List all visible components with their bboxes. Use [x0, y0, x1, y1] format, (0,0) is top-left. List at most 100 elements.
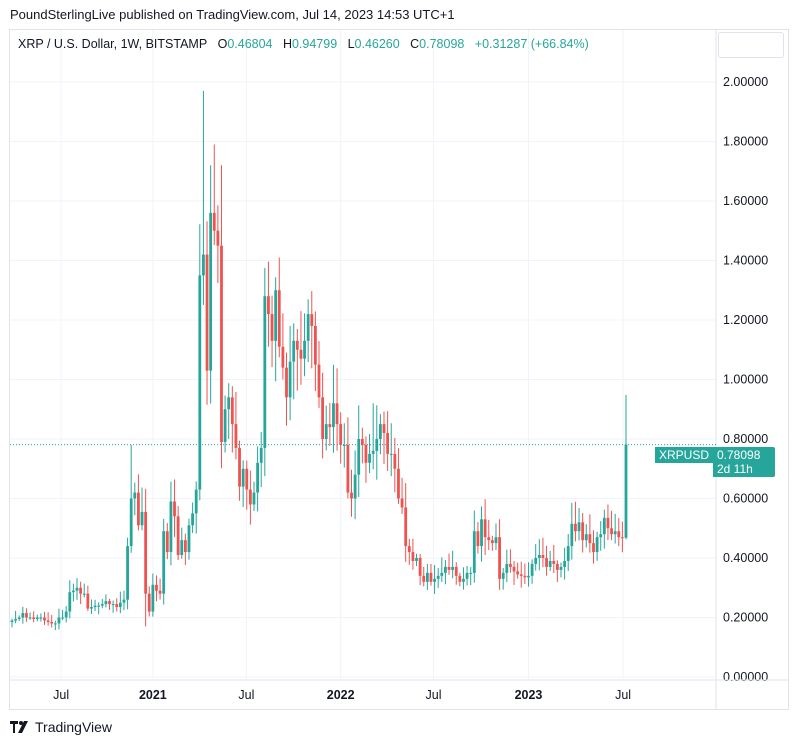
candle-body	[162, 531, 166, 594]
bar-countdown: 2d 11h	[717, 462, 753, 476]
candle	[483, 499, 487, 555]
candle-body	[595, 537, 599, 553]
candle-body	[14, 618, 18, 621]
candle	[75, 578, 79, 600]
candle	[118, 591, 122, 614]
candle-body	[440, 572, 444, 576]
candle-body	[599, 534, 603, 538]
candle	[353, 450, 357, 520]
candle-body	[444, 566, 447, 573]
price-tick-label: 0.00000	[723, 670, 768, 684]
candle-body	[46, 620, 50, 622]
candle-body	[198, 275, 202, 490]
candle	[592, 530, 595, 564]
candle	[126, 537, 129, 610]
candle-body	[559, 566, 563, 570]
candle-body	[617, 531, 621, 538]
candle-body	[122, 599, 126, 603]
candle-body	[447, 566, 451, 570]
candle	[574, 501, 577, 542]
candle	[158, 578, 162, 600]
candle-body	[285, 367, 288, 398]
time-tick-label: Jul	[238, 688, 254, 702]
candle-body	[313, 325, 317, 365]
symbol-title: XRP / U.S. Dollar, 1W, BITSTAMP	[18, 37, 208, 51]
candle	[285, 352, 288, 426]
tradingview-logo-icon	[10, 721, 28, 733]
candle-body	[602, 517, 606, 535]
candle	[545, 545, 548, 576]
low-label: L	[347, 37, 355, 51]
candle-body	[530, 563, 534, 576]
candle	[393, 437, 397, 493]
candle-body	[462, 578, 465, 582]
candle-body	[545, 558, 548, 567]
candle	[256, 446, 259, 512]
candle	[440, 557, 444, 582]
candle-body	[624, 444, 628, 538]
candle	[50, 614, 54, 628]
candle-body	[487, 537, 491, 541]
candle	[555, 560, 559, 583]
candle	[220, 165, 223, 469]
candle-body	[111, 604, 115, 606]
candle	[498, 519, 501, 590]
candle	[610, 510, 613, 541]
candle	[559, 562, 563, 578]
candle-body	[584, 534, 588, 541]
candle-body	[480, 519, 483, 547]
candle-body	[613, 531, 617, 535]
candle	[241, 460, 245, 508]
candle-body	[541, 555, 545, 558]
candle	[425, 564, 429, 591]
candle	[90, 599, 93, 614]
candle	[317, 341, 321, 408]
candle	[411, 538, 415, 570]
candle-body	[360, 439, 364, 445]
candle-body	[418, 558, 422, 576]
candle-body	[277, 290, 281, 347]
candle	[122, 590, 126, 611]
candle	[53, 620, 57, 631]
candle	[133, 482, 137, 516]
candle-body	[100, 604, 104, 606]
candle-body	[202, 254, 205, 276]
candle-body	[248, 489, 252, 505]
price-tick-label: 1.20000	[723, 313, 768, 327]
candle-body	[476, 531, 480, 547]
candle-body	[50, 621, 54, 624]
candle-body	[527, 575, 530, 578]
candle	[606, 504, 610, 541]
candle-body	[433, 578, 436, 582]
settings-box[interactable]	[718, 32, 784, 58]
candle-body	[509, 563, 512, 567]
candle	[303, 313, 306, 377]
candle-body	[137, 492, 140, 526]
candle	[57, 608, 61, 630]
candle-body	[61, 617, 64, 619]
candle	[400, 477, 404, 514]
candle	[472, 510, 476, 583]
candle-body	[79, 587, 83, 594]
candle	[209, 165, 213, 404]
tradingview-footer[interactable]: TradingView	[10, 719, 112, 735]
candle	[570, 502, 574, 560]
symbol-tag: XRPUSD	[655, 447, 714, 463]
candle-body	[469, 572, 473, 574]
candle-body	[53, 623, 57, 625]
candle-body	[537, 555, 541, 558]
candle	[469, 567, 473, 586]
candle-body	[404, 507, 408, 547]
candle	[64, 606, 68, 623]
candle	[115, 598, 119, 612]
candle-body	[155, 584, 158, 591]
price-tick-label: 1.00000	[723, 373, 768, 387]
candle-body	[180, 540, 184, 556]
candle-body	[169, 501, 173, 553]
candle	[212, 144, 216, 245]
candle	[306, 299, 310, 363]
candle-body	[371, 450, 375, 454]
candle	[277, 257, 281, 358]
candle	[187, 518, 191, 560]
